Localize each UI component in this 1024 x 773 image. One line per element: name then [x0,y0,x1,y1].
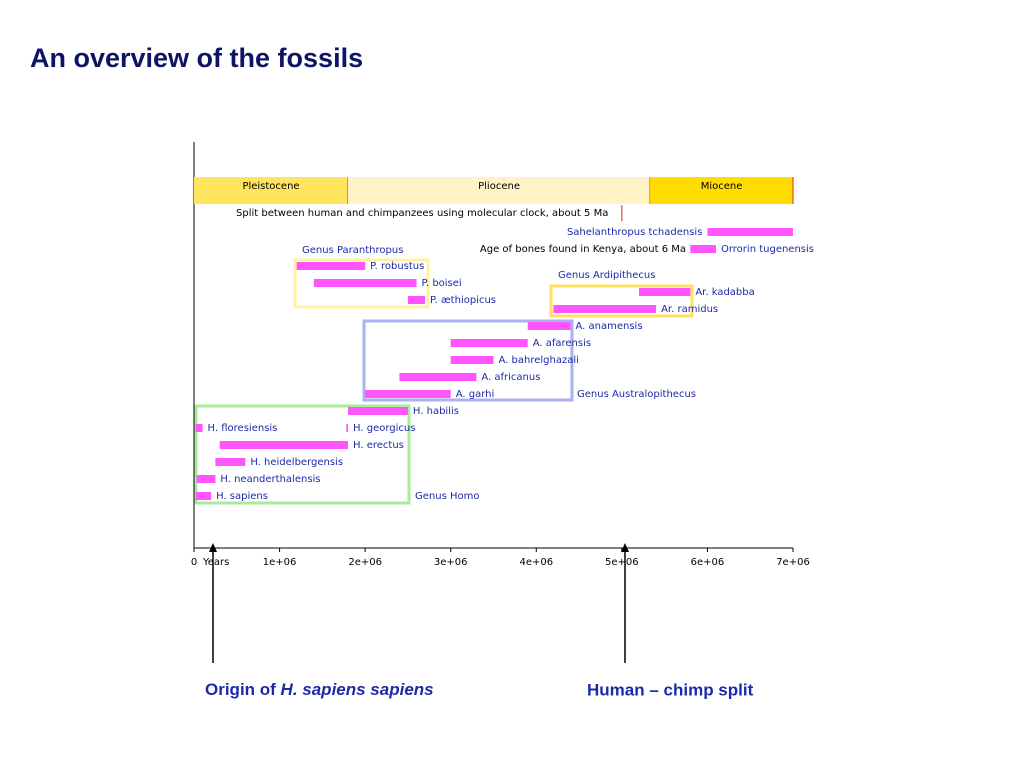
range-bar [527,322,571,330]
range-bar [450,339,528,347]
bar-label: H. heidelbergensis [250,457,343,468]
bar-label: Ar. ramidus [661,304,718,315]
range-bar [313,279,417,287]
range-bar [399,373,477,381]
bar-label: A. africanus [481,372,540,383]
range-bar [219,441,349,449]
range-bar [296,262,366,270]
bar-label: A. afarensis [533,338,591,349]
caption-species: H. sapiens sapiens [281,680,434,699]
epoch-label: Pliocene [478,181,520,192]
genus-label: Genus Paranthropus [302,245,403,256]
x-tick-label: 0 [191,557,197,568]
epoch [650,177,793,204]
range-bar [638,288,691,296]
x-axis-label: Years [202,557,229,568]
epoch-label: Pleistocene [242,181,299,192]
x-tick-label: 4e+06 [519,557,553,568]
slide-title: An overview of the fossils [30,43,363,73]
epoch [348,177,651,204]
range-bar [450,356,494,364]
bar-label: H. sapiens [216,491,268,502]
bar-label: H. neanderthalensis [220,474,320,485]
bar-label: H. floresiensis [208,423,278,434]
range-bar [195,424,203,432]
bar-label: A. anamensis [576,321,643,332]
genus-box [362,319,574,402]
x-tick-label: 7e+06 [776,557,810,568]
genus-label: Genus Ardipithecus [558,270,655,281]
caption: Origin of H. sapiens sapiens [205,680,434,699]
range-bar [348,407,408,415]
chart: Genus Paranthropus Genus Ardipithecus Ge… [191,142,814,568]
x-tick-label: 2e+06 [348,557,382,568]
bar-label: A. garhi [456,389,495,400]
bar-label: P. boisei [421,278,461,289]
arrow-head [209,543,217,552]
bar-label: Orrorin tugenensis [721,244,814,255]
annotation: Age of bones found in Kenya, about 6 Ma [480,244,686,255]
x-tick-label: 1e+06 [263,557,297,568]
bar-label: A. bahrelghazali [499,355,579,366]
x-tick-label: 3e+06 [434,557,468,568]
bar-label: H. erectus [353,440,404,451]
bar-label: Ar. kadabba [695,287,754,298]
epoch [194,177,349,204]
range-bar [196,475,216,483]
range-bar [553,305,657,313]
range-bar [195,492,212,500]
range-bar [365,390,451,398]
arrow-head [621,543,629,552]
annotation: Split between human and chimpanzees usin… [236,208,608,219]
range-bar [346,424,349,432]
bar-label: Sahelanthropus tchadensis [567,227,702,238]
range-bar [407,296,426,304]
caption: Human – chimp split [587,680,754,699]
genus-label: Genus Australopithecus [577,389,696,400]
caption-text: Origin of [205,680,281,699]
range-bar [690,245,716,253]
bar-label: P. æthiopicus [430,295,496,306]
range-bar [707,228,793,236]
range-bar [215,458,246,466]
x-tick-label: 6e+06 [691,557,725,568]
genus-box [549,284,694,318]
bar-label: H. habilis [413,406,459,417]
x-tick-label: 5e+06 [605,557,639,568]
genus-box [293,258,430,309]
genus-box [194,404,411,505]
bar-label: P. robustus [370,261,424,272]
epoch-label: Miocene [701,181,743,192]
bar-label: H. georgicus [353,423,415,434]
genus-label: Genus Homo [415,491,479,502]
